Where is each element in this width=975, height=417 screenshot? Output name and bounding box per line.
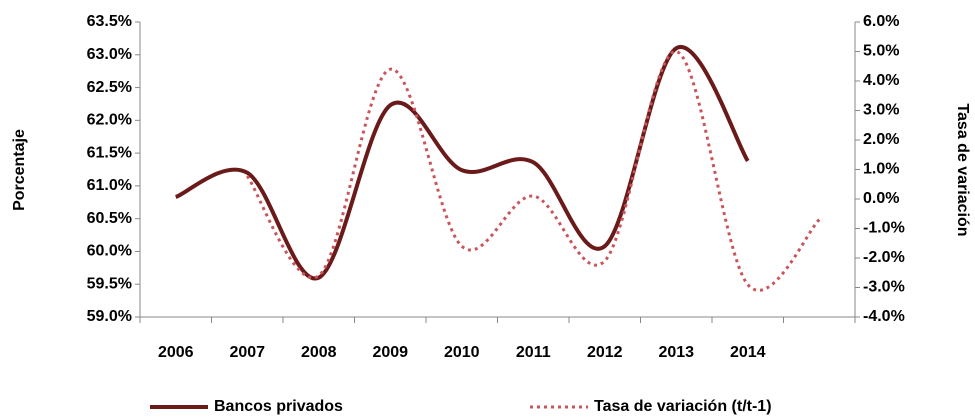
y-tick-label: 63.5% <box>87 13 132 30</box>
y-tick-label: 63.0% <box>87 46 132 63</box>
y2-tick-label: -2.0% <box>863 249 905 266</box>
y-tick-label: 61.0% <box>87 177 132 194</box>
x-tick-label: 2007 <box>229 344 265 361</box>
y2-tick-label: 5.0% <box>863 43 899 60</box>
y2-tick-label: 1.0% <box>863 161 899 178</box>
y2-tick-label: 6.0% <box>863 13 899 30</box>
x-tick-label: 2014 <box>730 344 766 361</box>
y-axis-title: Porcentaje <box>11 129 28 211</box>
y2-tick-label: -1.0% <box>863 220 905 237</box>
y2-tick-label: 3.0% <box>863 102 899 119</box>
y-tick-label: 59.5% <box>87 275 132 292</box>
y-tick-label: 60.0% <box>87 243 132 260</box>
x-tick-label: 2006 <box>158 344 194 361</box>
y2-tick-label: -4.0% <box>863 308 905 325</box>
legend-label: Tasa de variación (t/t-1) <box>594 398 772 415</box>
y2-tick-label: 0.0% <box>863 190 899 207</box>
y-tick-label: 62.5% <box>87 79 132 96</box>
x-tick-label: 2010 <box>444 344 480 361</box>
series-line <box>174 45 750 281</box>
y2-axis-title: Tasa de variación <box>954 103 971 236</box>
y-tick-label: 62.0% <box>87 112 132 129</box>
series-line <box>246 50 821 292</box>
y2-tick-label: 2.0% <box>863 131 899 148</box>
x-tick-label: 2009 <box>372 344 408 361</box>
y2-tick-label: -3.0% <box>863 279 905 296</box>
y-tick-label: 61.5% <box>87 144 132 161</box>
x-tick-label: 2011 <box>516 344 551 361</box>
y-tick-label: 59.0% <box>87 308 132 325</box>
x-tick-label: 2013 <box>658 344 694 361</box>
y2-tick-label: 4.0% <box>863 72 899 89</box>
y-tick-label: 60.5% <box>87 210 132 227</box>
legend-label: Bancos privados <box>214 398 343 415</box>
x-tick-label: 2008 <box>301 344 337 361</box>
x-tick-label: 2012 <box>587 344 623 361</box>
